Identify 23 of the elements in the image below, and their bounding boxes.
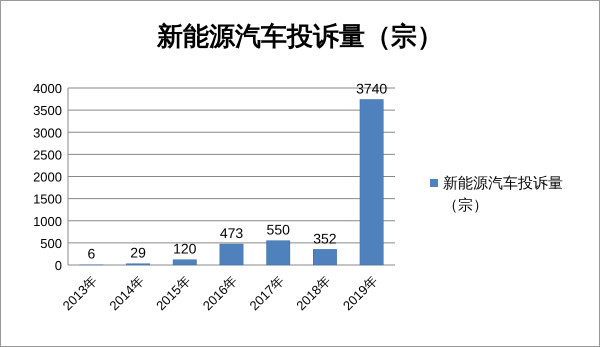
y-tick-label: 1500 (33, 192, 62, 207)
bar (266, 240, 290, 266)
data-label: 352 (313, 230, 337, 246)
y-tick-label: 2000 (33, 170, 62, 184)
y-tick-label: 0 (54, 258, 62, 273)
y-tick-label: 3500 (33, 103, 62, 118)
data-label: 120 (173, 240, 197, 257)
y-tick-label: 500 (40, 236, 62, 251)
y-tick-label: 3000 (33, 125, 62, 140)
bar (172, 259, 197, 266)
y-tick-label: 1000 (33, 214, 62, 229)
chart-title: 新能源汽车投诉量（宗） (156, 21, 443, 51)
y-tick-label: 2500 (33, 147, 62, 162)
y-tick-label: 4000 (33, 81, 62, 96)
bar (220, 244, 244, 266)
data-label: 473 (220, 225, 244, 242)
data-label: 29 (130, 244, 146, 261)
bar (360, 99, 384, 266)
legend-label: 新能源汽车投诉量（宗） (443, 175, 563, 214)
data-label: 6 (87, 246, 96, 262)
bar (313, 249, 337, 266)
data-label: 3740 (356, 80, 388, 97)
data-label: 550 (266, 222, 290, 238)
